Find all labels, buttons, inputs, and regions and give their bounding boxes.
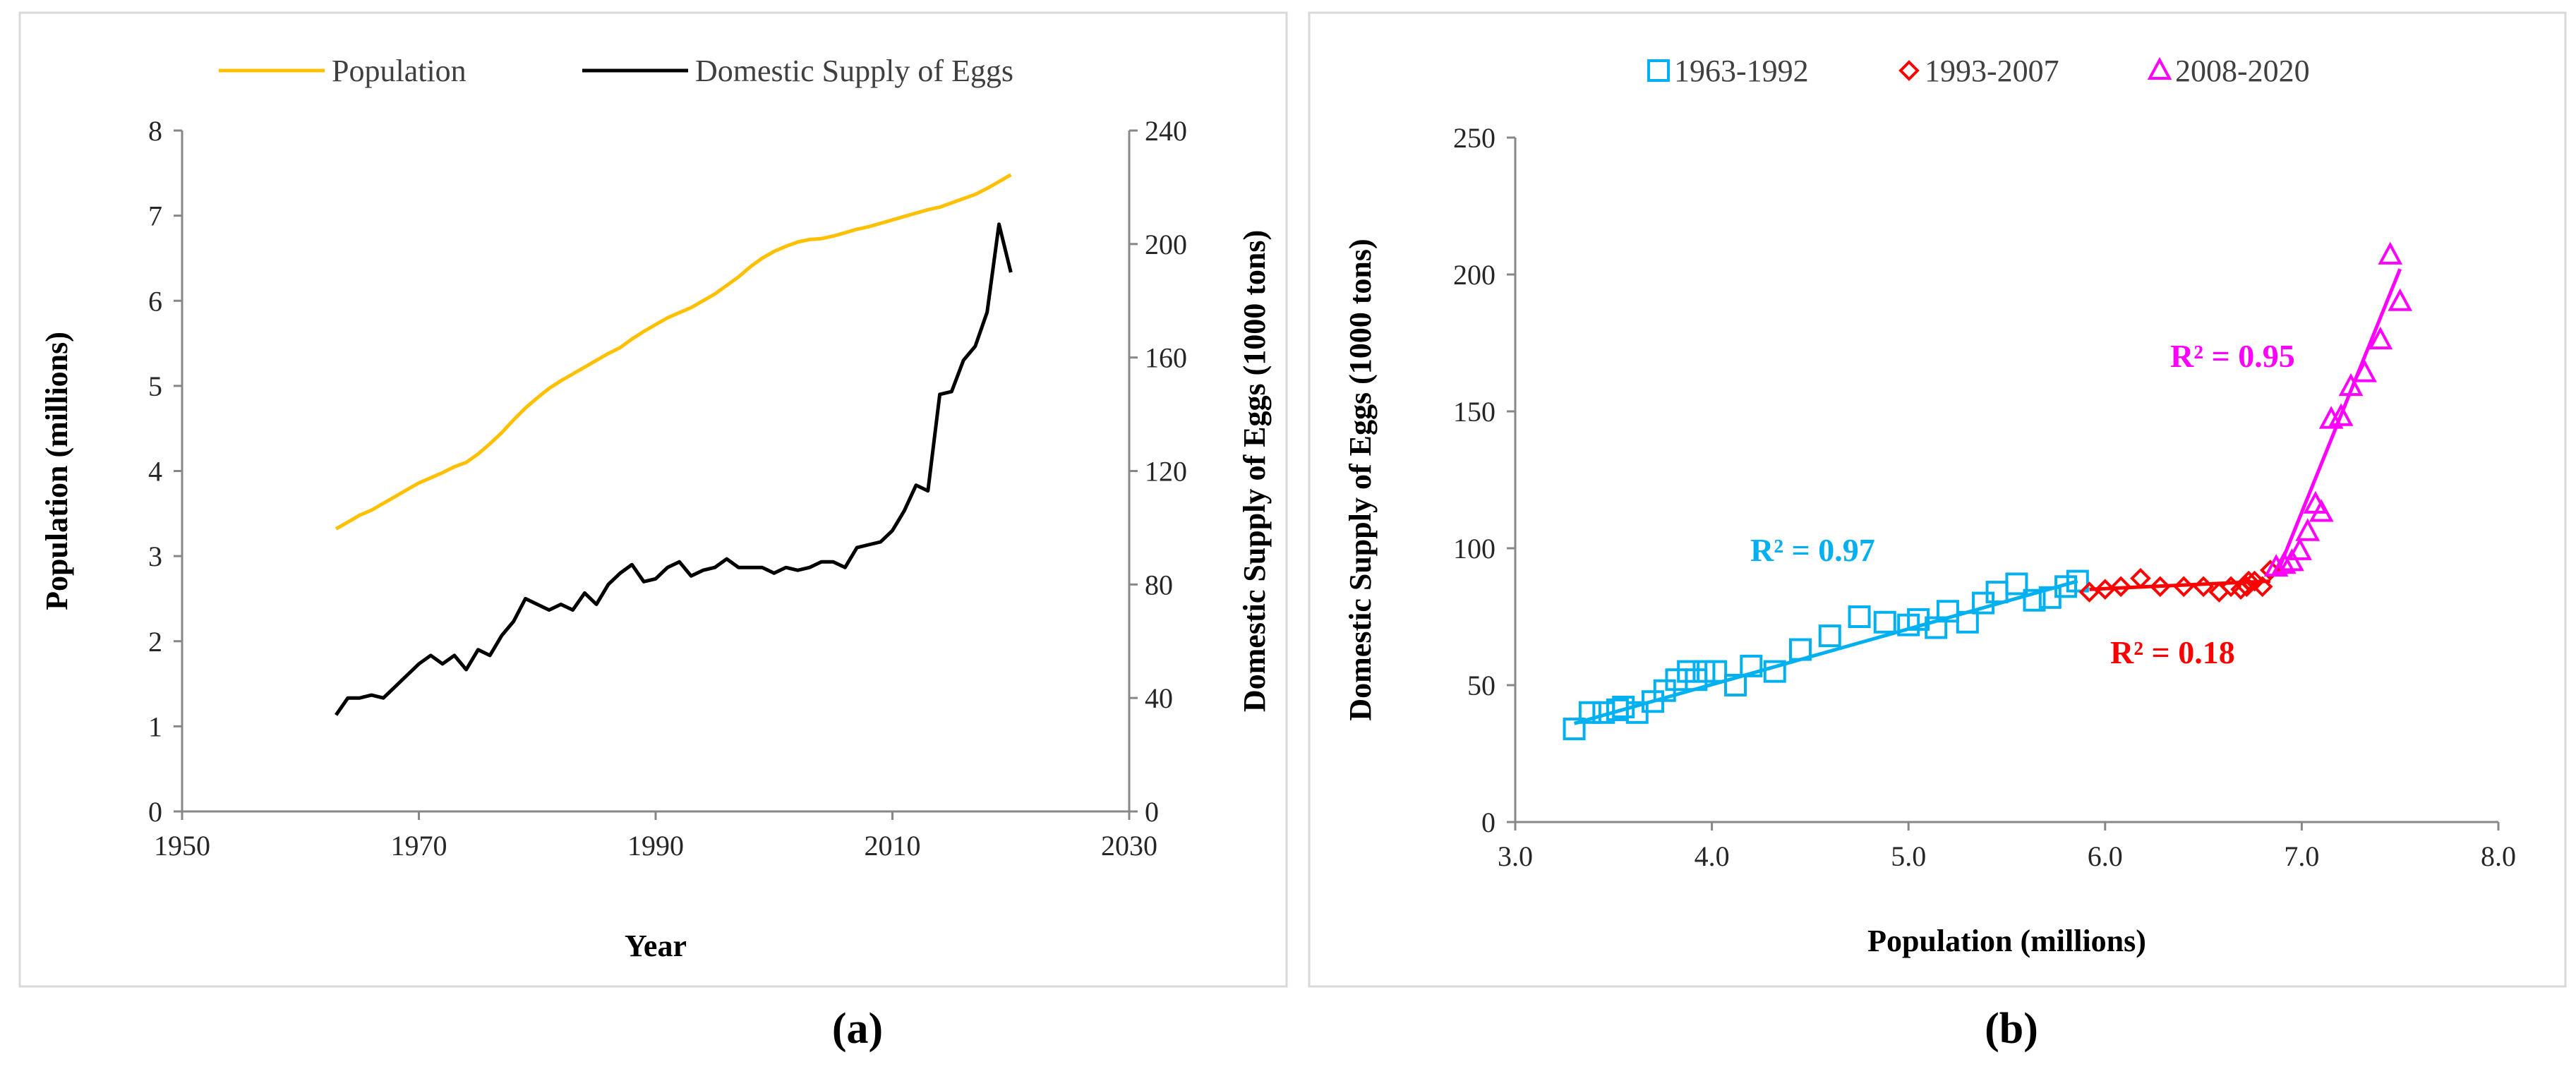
- point-triangle: [2368, 326, 2393, 350]
- r-squared-label: R² = 0.18: [2110, 634, 2235, 670]
- y2-tick-label: 80: [1145, 569, 1173, 600]
- y2-tick-label: 40: [1145, 682, 1173, 714]
- y-tick-label: 5: [148, 370, 162, 402]
- x-tick-label: 5.0: [1891, 840, 1926, 872]
- x-axis-title: Population (millions): [1867, 924, 2146, 958]
- point-diamond: [2193, 576, 2214, 598]
- point-square: [2005, 572, 2028, 596]
- x-tick-label: 3.0: [1498, 840, 1533, 872]
- point-square: [1563, 718, 1586, 741]
- point-square: [1873, 610, 1896, 634]
- point-square: [2054, 575, 2078, 598]
- point-square: [1724, 674, 1747, 696]
- y-tick-label: 250: [1453, 122, 1495, 154]
- series-line-population: [335, 173, 1012, 531]
- x-tick-label: 4.0: [1695, 840, 1730, 872]
- point-square: [1612, 696, 1635, 719]
- point-triangle: [2295, 518, 2321, 541]
- legend-marker-square: [1647, 59, 1670, 82]
- point-square: [1925, 616, 1948, 639]
- point-diamond: [2110, 576, 2131, 598]
- legend-label: Domestic Supply of Eggs: [695, 54, 1013, 88]
- caption-a: (a): [832, 1005, 883, 1053]
- point-square: [2023, 588, 2046, 612]
- point-square: [1956, 610, 1979, 634]
- r-squared-label: R² = 0.97: [1750, 532, 1875, 568]
- x-tick-label: 7.0: [2284, 840, 2319, 872]
- y-axis-title: Domestic Supply of Eggs (1000 tons): [1343, 238, 1378, 720]
- panel-a-frame: [18, 11, 1288, 988]
- point-triangle: [2328, 403, 2354, 426]
- caption-b: (b): [1985, 1005, 2038, 1053]
- y2-tick-label: 120: [1145, 456, 1187, 488]
- legend-marker-diamond: [1898, 60, 1920, 81]
- x-tick-label: 1990: [627, 830, 684, 862]
- x-tick-label: 2030: [1101, 830, 1157, 862]
- point-square: [1763, 660, 1786, 683]
- legend-label: Population: [332, 54, 467, 88]
- series-line-egg-supply: [335, 222, 1013, 716]
- point-diamond: [2238, 570, 2260, 592]
- point-square: [1677, 660, 1700, 683]
- y-tick-label: 1: [148, 711, 162, 742]
- point-square: [1704, 660, 1728, 683]
- legend-marker-triangle: [2147, 56, 2172, 80]
- point-triangle: [2352, 359, 2377, 382]
- point-diamond: [2149, 576, 2171, 598]
- point-square: [1848, 605, 1871, 628]
- x-tick-label: 8.0: [2481, 840, 2516, 872]
- point-square: [1818, 624, 1841, 648]
- y-tick-label: 100: [1453, 533, 1495, 564]
- legend-label: 2008-2020: [2175, 54, 2310, 88]
- y-tick-label: 6: [148, 285, 162, 317]
- y-tick-label: 150: [1453, 396, 1495, 428]
- y2-tick-label: 240: [1145, 115, 1187, 147]
- point-diamond: [2251, 576, 2273, 598]
- y-tick-label: 0: [1481, 807, 1495, 838]
- y-tick-label: 50: [1467, 670, 1495, 701]
- point-diamond: [2130, 567, 2151, 589]
- y2-tick-label: 0: [1145, 796, 1159, 828]
- y-tick-label: 0: [148, 796, 162, 828]
- y-tick-label: 4: [148, 456, 162, 488]
- point-square: [1740, 654, 1763, 677]
- x-tick-label: 2010: [865, 830, 921, 862]
- point-triangle: [2287, 537, 2312, 560]
- point-triangle: [2280, 548, 2304, 572]
- y-tick-label: 2: [148, 626, 162, 658]
- y-tick-label: 8: [148, 115, 162, 147]
- point-triangle: [2388, 288, 2413, 311]
- y2-tick-label: 160: [1145, 342, 1187, 374]
- point-triangle: [2378, 241, 2403, 265]
- point-triangle: [2338, 373, 2364, 397]
- y2-tick-label: 200: [1145, 229, 1187, 260]
- point-square: [1907, 608, 1930, 631]
- panel-b-chart: 0 50 100 150 200 250 3.0 4.0 5.0 6.0 7.0 8.0 Populat…: [1343, 54, 2516, 958]
- y-tick-label: 200: [1453, 259, 1495, 291]
- point-triangle: [2263, 553, 2289, 577]
- y-tick-label: 7: [148, 200, 162, 232]
- r-squared-label: R² = 0.95: [2170, 338, 2295, 374]
- point-square: [2066, 569, 2089, 593]
- point-square: [1578, 701, 1601, 724]
- x-tick-label: 6.0: [2088, 840, 2123, 872]
- y-axis-title: Population (millions): [40, 332, 74, 610]
- point-triangle: [2309, 499, 2334, 522]
- point-diamond: [2173, 576, 2195, 598]
- point-diamond: [2244, 570, 2265, 592]
- point-triangle: [2271, 551, 2297, 574]
- y-tick-label: 3: [148, 540, 162, 572]
- legend-label: 1993-2007: [1925, 54, 2059, 88]
- y2-axis-title: Domestic Supply of Eggs (1000 tons): [1237, 230, 1272, 712]
- point-square: [1692, 660, 1716, 683]
- x-tick-label: 1950: [154, 830, 210, 862]
- x-axis-title: Year: [625, 929, 687, 963]
- point-square: [1788, 638, 1812, 661]
- panel-b-frame: [1308, 11, 2567, 988]
- x-tick-label: 1970: [391, 830, 447, 862]
- legend-label: 1963-1992: [1674, 54, 1809, 88]
